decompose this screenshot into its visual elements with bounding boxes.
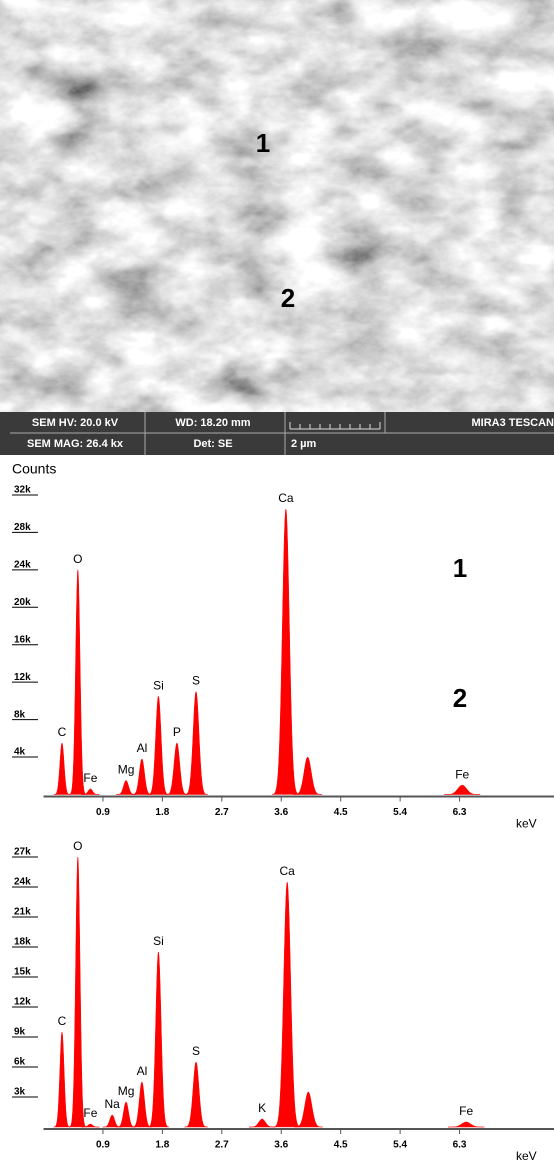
peak <box>293 757 322 794</box>
y-tick-label: 24k <box>14 559 31 570</box>
x-axis-label: keV <box>516 817 537 831</box>
y-axis-label: Counts <box>12 461 56 477</box>
info-wd: WD: 18.20 mm <box>175 417 250 429</box>
x-tick-label: 6.3 <box>453 807 467 818</box>
x-tick-label: 1.8 <box>155 1140 169 1151</box>
peak <box>132 759 153 795</box>
peak-label: Mg <box>118 1084 135 1098</box>
sem-texture <box>0 0 554 412</box>
peak-label: Na <box>105 1097 121 1111</box>
peak-label: Al <box>137 1064 148 1078</box>
info-hv: SEM HV: 20.0 kV <box>32 417 119 429</box>
peak <box>273 882 301 1127</box>
peak <box>69 570 87 795</box>
info-bar: SEM HV: 20.0 kV WD: 18.20 mm MIRA3 TESCA… <box>0 412 554 455</box>
point-label: 2 <box>281 283 295 313</box>
y-tick-label: 24k <box>14 877 31 888</box>
x-tick-label: 0.9 <box>96 1140 110 1151</box>
peak <box>448 1122 484 1127</box>
x-tick-label: 5.4 <box>393 807 407 818</box>
y-tick-label: 20k <box>14 597 31 608</box>
y-tick-label: 16k <box>14 634 31 645</box>
y-tick-label: 21k <box>14 907 31 918</box>
x-tick-label: 2.7 <box>215 1140 229 1151</box>
peak-label: Si <box>153 678 164 692</box>
y-tick-label: 27k <box>14 847 31 858</box>
y-tick-label: 15k <box>14 967 31 978</box>
peak-label: Fe <box>83 1106 97 1120</box>
sem-image: 1 2 <box>0 0 554 412</box>
page: {"sem": {"point_labels": ["1", "2"], "in… <box>0 0 554 1167</box>
x-tick-label: 1.8 <box>155 807 169 818</box>
x-tick-label: 3.6 <box>274 1140 288 1151</box>
peak <box>184 1062 207 1127</box>
peak <box>116 780 136 794</box>
info-scale: 2 µm <box>291 438 317 450</box>
peak-label: Ca <box>278 491 294 505</box>
x-axis-label: keV <box>516 1149 537 1163</box>
peak <box>54 1032 71 1127</box>
peak-label: K <box>258 1101 266 1115</box>
figure: 1 2 SEM HV: 20.0 kV WD: 18.20 mm MIRA3 T… <box>0 0 554 1167</box>
peak-label: P <box>173 725 181 739</box>
y-tick-label: 12k <box>14 997 31 1008</box>
x-tick-label: 0.9 <box>96 807 110 818</box>
x-tick-label: 4.5 <box>334 807 348 818</box>
peak <box>444 785 480 794</box>
y-tick-label: 12k <box>14 672 31 683</box>
y-tick-label: 32k <box>14 485 31 496</box>
peak-label: Fe <box>459 1104 473 1118</box>
peak <box>132 1082 153 1127</box>
peak-label: Fe <box>83 771 97 785</box>
y-tick-label: 3k <box>14 1087 26 1098</box>
y-tick-label: 4k <box>14 747 26 758</box>
x-tick-label: 2.7 <box>215 807 229 818</box>
peak-label: O <box>73 839 82 853</box>
peak-label: Si <box>153 934 164 948</box>
peak <box>69 857 87 1127</box>
info-mag: SEM MAG: 26.4 kx <box>27 438 124 450</box>
point-label: 1 <box>256 128 270 158</box>
peak-label: C <box>58 725 67 739</box>
peak-label: C <box>58 1014 67 1028</box>
y-tick-label: 9k <box>14 1027 26 1038</box>
chart-title: 1 <box>453 553 467 583</box>
y-tick-label: 18k <box>14 937 31 948</box>
info-det: Det: SE <box>193 438 232 450</box>
peak <box>166 743 188 794</box>
peak <box>184 692 207 795</box>
peak-label: S <box>192 674 200 688</box>
x-tick-label: 5.4 <box>393 1140 407 1151</box>
chart-title: 2 <box>453 683 467 713</box>
peak-label: Ca <box>280 864 296 878</box>
y-tick-label: 28k <box>14 522 31 533</box>
peak-label: Mg <box>118 763 135 777</box>
peak <box>294 1092 323 1127</box>
peak <box>103 1115 122 1127</box>
y-tick-label: 6k <box>14 1057 26 1068</box>
peak <box>249 1119 275 1127</box>
x-tick-label: 6.3 <box>453 1140 467 1151</box>
x-tick-label: 3.6 <box>274 807 288 818</box>
x-tick-label: 4.5 <box>334 1140 348 1151</box>
peak-label: Fe <box>455 767 469 781</box>
peak-label: S <box>192 1044 200 1058</box>
peak <box>272 509 299 794</box>
peak <box>148 696 169 794</box>
peak-label: O <box>73 552 82 566</box>
info-brand: MIRA3 TESCAN <box>471 417 554 429</box>
peak <box>54 743 71 794</box>
peak <box>148 952 169 1127</box>
peak-label: Al <box>137 741 148 755</box>
y-tick-label: 8k <box>14 709 26 720</box>
